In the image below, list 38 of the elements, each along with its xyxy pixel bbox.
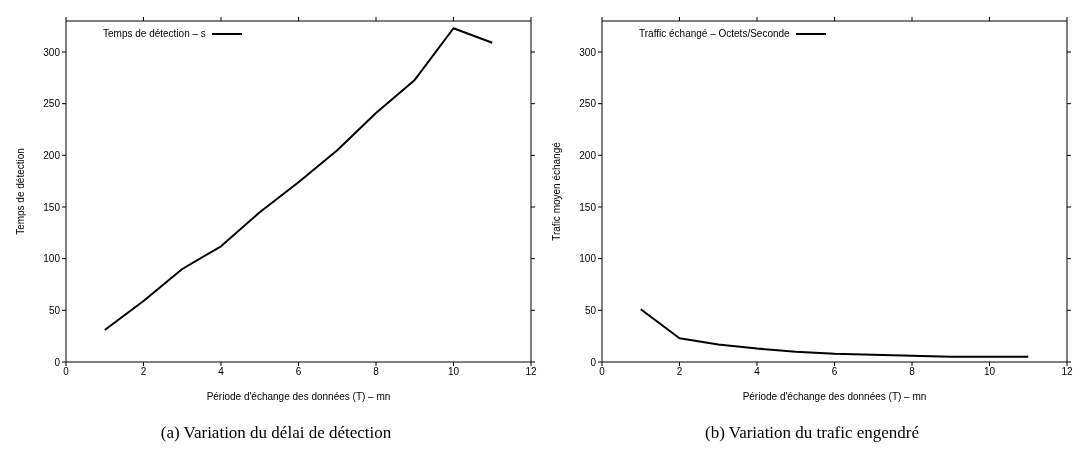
y-tick-label: 0 — [590, 356, 597, 368]
y-tick-label: 150 — [43, 201, 61, 213]
y-tick-label: 250 — [43, 98, 61, 110]
x-tick-label: 0 — [63, 366, 70, 378]
x-tick-label: 2 — [140, 366, 147, 378]
x-tick-label: 12 — [525, 366, 537, 378]
y-tick-label: 50 — [48, 304, 61, 316]
y-tick-label: 250 — [579, 98, 597, 110]
x-tick-label: 8 — [373, 366, 380, 378]
legend-label: Traffic échangé – Octets/Seconde — [639, 28, 790, 39]
y-axis-title: Temps de détection — [14, 148, 26, 235]
x-axis-title: Période d'échange des données (T) – mn — [206, 391, 391, 402]
y-axis-title: Trafic moyen échangé — [550, 141, 562, 241]
y-tick-label: 150 — [579, 201, 597, 213]
x-tick-label: 6 — [295, 366, 302, 378]
x-tick-label: 8 — [909, 366, 916, 378]
x-tick-label: 4 — [754, 366, 761, 378]
x-tick-label: 6 — [831, 366, 838, 378]
x-tick-label: 0 — [599, 366, 606, 378]
legend-label: Temps de détection – s — [103, 28, 206, 39]
x-tick-label: 4 — [218, 366, 225, 378]
y-tick-label: 200 — [43, 149, 61, 161]
line-series — [103, 27, 494, 331]
x-axis-title: Période d'échange des données (T) – mn — [742, 391, 927, 402]
text: (a) Variation du délai de détection — [159, 423, 393, 443]
y-tick-label: 100 — [43, 253, 61, 265]
text: (b) Variation du trafic engendré — [704, 423, 920, 443]
x-tick-label: 12 — [1061, 366, 1073, 378]
line-series — [639, 308, 1030, 358]
y-tick-label: 300 — [43, 46, 61, 58]
y-tick-label: 50 — [584, 304, 597, 316]
y-tick-label: 0 — [54, 356, 61, 368]
y-tick-label: 200 — [579, 149, 597, 161]
y-tick-label: 100 — [579, 253, 597, 265]
y-tick-label: 300 — [579, 46, 597, 58]
x-tick-label: 10 — [447, 366, 460, 378]
x-tick-label: 10 — [983, 366, 996, 378]
x-tick-label: 2 — [676, 366, 683, 378]
